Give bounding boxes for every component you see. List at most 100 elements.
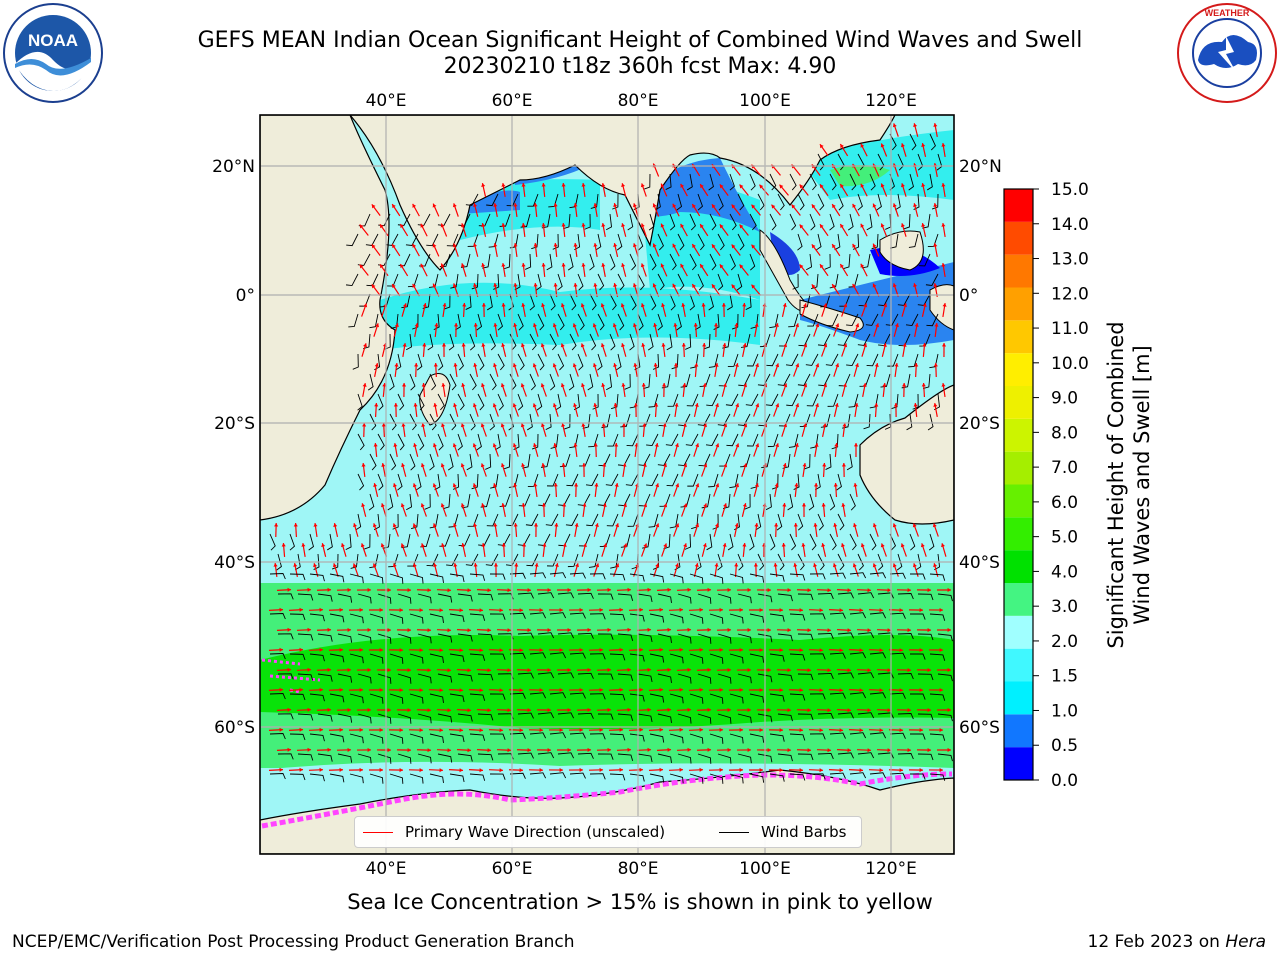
- wind-barb: [749, 773, 765, 783]
- wind-barb: [617, 753, 634, 761]
- wind-barb: [369, 773, 384, 784]
- wind-barb: [349, 693, 364, 704]
- wave-arrow-head: [859, 648, 863, 653]
- wave-arrow-head: [913, 123, 918, 128]
- wave-arrow-head: [479, 648, 483, 653]
- wind-barb: [497, 353, 505, 371]
- wind-barb: [415, 473, 422, 491]
- wind-barb: [697, 273, 704, 291]
- wave-arrow-head: [414, 363, 419, 367]
- wave-arrow-head: [394, 323, 399, 328]
- wave-arrow-head: [561, 183, 566, 187]
- wind-barb: [849, 772, 867, 779]
- wind-barb: [797, 713, 814, 721]
- wind-barb: [729, 213, 737, 231]
- wind-barb: [409, 733, 424, 744]
- wave-arrow-head: [567, 587, 571, 593]
- wave-arrow-head: [519, 728, 523, 733]
- wave-arrow-head: [722, 383, 727, 388]
- wave-arrow-head: [533, 283, 538, 287]
- wind-barb: [777, 193, 785, 211]
- wave-arrow-head: [715, 403, 719, 408]
- wave-arrow-head: [299, 687, 303, 692]
- wave-arrow-head: [432, 523, 437, 528]
- wind-barb: [567, 253, 574, 271]
- colorbar-cell: [1004, 615, 1033, 649]
- map-frame: [259, 114, 955, 855]
- wind-barb: [546, 253, 553, 271]
- wave-arrow-head: [819, 608, 823, 613]
- wave-arrow-head: [680, 263, 685, 268]
- wave-arrow-head: [699, 647, 703, 652]
- wind-barb: [589, 573, 606, 580]
- wave-arrow-head: [613, 283, 618, 287]
- wind-barb: [677, 273, 685, 291]
- wave-arrow-head: [447, 708, 451, 713]
- wind-barb: [369, 693, 384, 704]
- wave-arrow-head: [559, 607, 563, 613]
- wave-arrow-head: [493, 363, 498, 368]
- wave-arrow-head: [627, 707, 631, 712]
- wave-arrow-head: [899, 608, 903, 613]
- wind-barb: [906, 413, 913, 431]
- wave-arrow-head: [313, 563, 318, 568]
- wind-barb: [429, 453, 435, 471]
- wind-barb: [849, 692, 867, 699]
- wave-arrow-head: [692, 244, 696, 249]
- wave-arrow-head: [880, 223, 885, 228]
- wind-barb: [725, 393, 739, 406]
- wind-barb: [489, 653, 506, 660]
- wind-barb: [917, 673, 934, 681]
- wind-barb: [869, 732, 887, 739]
- wave-arrow-head: [787, 748, 791, 753]
- wind-barb: [417, 393, 425, 411]
- wave-arrow-head: [687, 667, 691, 672]
- wave-arrow-head: [739, 687, 743, 693]
- wave-arrow-head: [460, 463, 465, 468]
- wave-arrow-head: [941, 183, 946, 187]
- wave-arrow-head: [452, 203, 457, 208]
- wind-barb: [766, 353, 779, 367]
- wave-arrow-head: [552, 403, 557, 408]
- wind-barb: [277, 713, 294, 720]
- wave-arrow-head: [513, 243, 518, 247]
- wind-barb: [897, 713, 914, 720]
- wave-arrow-head: [480, 423, 485, 428]
- wave-arrow-head: [687, 747, 691, 752]
- wave-arrow-head: [819, 224, 824, 229]
- wind-barb: [297, 633, 314, 641]
- wave-arrow-head: [621, 263, 626, 268]
- wind-barb: [620, 413, 631, 428]
- wave-arrow-head: [432, 203, 437, 208]
- colorbar-tick-label: 10.0: [1051, 354, 1089, 374]
- wind-barb: [909, 133, 917, 151]
- wave-arrow-head: [352, 563, 357, 568]
- wind-barb: [377, 713, 392, 724]
- wave-arrow-head: [927, 627, 931, 633]
- wave-arrow-head: [467, 668, 471, 673]
- wave-arrow-head: [663, 543, 668, 548]
- wind-barb: [557, 353, 565, 371]
- wave-arrow-head: [927, 667, 931, 673]
- wind-barb: [637, 233, 644, 251]
- wind-barb: [489, 373, 497, 391]
- wave-arrow-head: [714, 563, 719, 567]
- wave-arrow-head: [919, 688, 923, 693]
- wave-arrow-head: [520, 383, 525, 388]
- wave-arrow-head: [751, 244, 756, 249]
- wind-barb: [597, 273, 605, 291]
- wave-arrow-head: [639, 687, 643, 692]
- wave-arrow-head: [460, 423, 465, 428]
- wave-arrow-head: [859, 688, 863, 693]
- wind-barb: [646, 473, 659, 487]
- wave-arrow-head: [687, 627, 691, 632]
- wind-barb: [477, 353, 485, 371]
- wave-arrow-head: [612, 323, 617, 328]
- wind-barb: [466, 453, 473, 471]
- wave-arrow-head: [659, 687, 663, 692]
- wave-arrow-head: [399, 647, 403, 653]
- wave-arrow-head: [840, 264, 844, 269]
- wave-arrow-head: [567, 627, 571, 633]
- wave-arrow-head: [813, 523, 818, 527]
- wave-arrow-head: [559, 767, 563, 773]
